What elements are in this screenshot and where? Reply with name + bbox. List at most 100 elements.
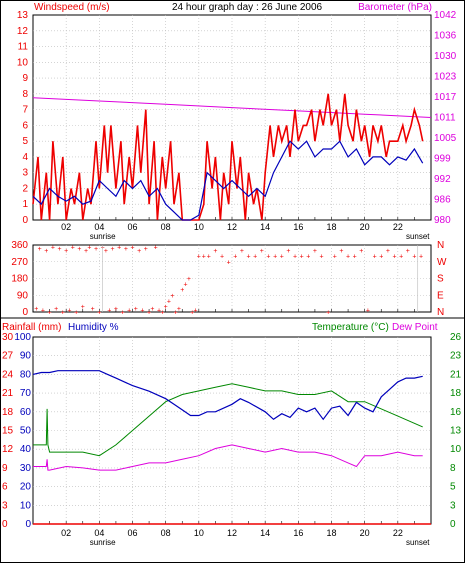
humidity-tick-label: 100	[14, 332, 31, 343]
rainfall-tick-label: 3	[2, 500, 8, 511]
sunrise-label: sunrise	[90, 232, 116, 241]
wind-direction-point: +	[134, 306, 138, 313]
humidity-tick-label: 50	[20, 426, 32, 437]
wind-direction-point: +	[130, 244, 134, 251]
hour-label: 16	[293, 222, 303, 232]
temperature-tick-label: 23	[450, 351, 462, 362]
barometer-tick-label: 1036	[434, 31, 457, 42]
dewpoint-line	[33, 444, 423, 471]
temperature-tick-label: 26	[450, 332, 462, 343]
wind-direction-point: +	[127, 308, 131, 315]
wind-direction-point: +	[97, 310, 101, 317]
rainfall-tick-label: 15	[2, 426, 14, 437]
windspeed-avg-line	[32, 140, 424, 221]
wind-direction-point: +	[174, 310, 178, 317]
wind-direction-point: +	[240, 248, 244, 255]
windspeed-tick-label: 7	[22, 105, 28, 116]
hour-label: 10	[194, 222, 204, 232]
wind-direction-point: +	[54, 306, 58, 313]
wind-direction-point: +	[57, 246, 61, 253]
wind-direction-point: +	[326, 310, 330, 317]
wind-barometer-panel: 0123456789101112139809869929991005101110…	[17, 10, 457, 241]
wind-direction-point: +	[150, 306, 154, 313]
wind-direction-point: +	[227, 259, 231, 266]
hour-label: 20	[360, 528, 370, 538]
wind-direction-point: +	[202, 254, 206, 261]
wind-direction-point: +	[386, 248, 390, 255]
wind-direction-point: +	[320, 254, 324, 261]
hour-label: 16	[293, 528, 303, 538]
compass-tick-label: W	[437, 257, 447, 268]
barometer-tick-label: 1042	[434, 10, 457, 21]
wind-direction-point: +	[84, 248, 88, 255]
temperature-tick-label: 18	[450, 388, 462, 399]
wind-direction-point: +	[170, 293, 174, 300]
barometer-tick-label: 980	[434, 215, 451, 226]
rainfall-tick-label: 18	[2, 407, 14, 418]
rainfall-tick-label: 6	[2, 482, 8, 493]
wind-direction-point: +	[154, 244, 158, 251]
barometer-axis-label: Barometer (hPa)	[358, 2, 432, 13]
windspeed-tick-label: 0	[22, 215, 28, 226]
wind-direction-panel: 090180270360NESWN+++++++++++++++++++++++…	[11, 240, 447, 318]
wind-direction-point: +	[167, 298, 171, 305]
wind-direction-point: +	[247, 254, 251, 261]
humidity-tick-label: 10	[20, 500, 32, 511]
wind-direction-point: +	[114, 306, 118, 313]
wind-direction-point: +	[111, 246, 115, 253]
humidity-tick-label: 90	[20, 351, 32, 362]
wind-direction-point: +	[193, 308, 197, 315]
rainfall-tick-label: 9	[2, 463, 8, 474]
wind-direction-point: +	[87, 244, 91, 251]
compass-tick-label: N	[437, 307, 444, 318]
wind-direction-point: +	[94, 246, 98, 253]
rainfall-tick-label: 21	[2, 388, 14, 399]
barometer-tick-label: 992	[434, 174, 451, 185]
temperature-tick-label: 3	[450, 500, 456, 511]
wind-direction-point: +	[137, 248, 141, 255]
wind-direction-point: +	[207, 254, 211, 261]
wind-direction-point: +	[233, 254, 237, 261]
wind-direction-point: +	[51, 244, 55, 251]
temperature-tick-label: 21	[450, 369, 462, 380]
wind-direction-point: +	[273, 254, 277, 261]
wind-direction-point: +	[44, 248, 48, 255]
wind-direction-point: +	[419, 254, 423, 261]
hour-label: 02	[61, 528, 71, 538]
wind-direction-point: +	[144, 246, 148, 253]
wind-direction-point: +	[71, 244, 75, 251]
temperature-tick-label: 5	[450, 482, 456, 493]
wind-direction-point: +	[74, 310, 78, 317]
windspeed-axis-label: Windspeed (m/s)	[34, 2, 110, 13]
humidity-tick-label: 40	[20, 444, 32, 455]
wind-direction-point: +	[121, 310, 125, 317]
windspeed-tick-label: 4	[22, 152, 28, 163]
wind-direction-point: +	[366, 308, 370, 315]
wind-direction-point: +	[187, 276, 191, 283]
hour-label: 04	[94, 528, 104, 538]
wind-direction-point: +	[353, 254, 357, 261]
wind-direction-point: +	[406, 248, 410, 255]
humidity-tick-label: 20	[20, 482, 32, 493]
wind-direction-point: +	[313, 248, 317, 255]
humidity-axis-label: Humidity %	[68, 322, 119, 333]
humidity-tick-label: 80	[20, 369, 32, 380]
dewpoint-axis-label: Dew Point	[392, 322, 438, 333]
hour-label: 12	[227, 222, 237, 232]
windspeed-tick-label: 5	[22, 136, 28, 147]
wind-direction-point: +	[213, 248, 217, 255]
rainfall-tick-label: 24	[2, 369, 14, 380]
direction-tick-label: 90	[17, 290, 29, 301]
wind-direction-point: +	[197, 254, 201, 261]
wind-direction-point: +	[124, 246, 128, 253]
wind-direction-point: +	[379, 254, 383, 261]
wind-direction-point: +	[140, 308, 144, 315]
wind-direction-point: +	[48, 310, 52, 317]
hour-label: 04	[94, 222, 104, 232]
wind-direction-point: +	[333, 254, 337, 261]
compass-tick-label: N	[437, 240, 444, 251]
wind-direction-point: +	[107, 308, 111, 315]
direction-tick-label: 360	[11, 240, 28, 251]
windspeed-tick-label: 2	[22, 183, 28, 194]
